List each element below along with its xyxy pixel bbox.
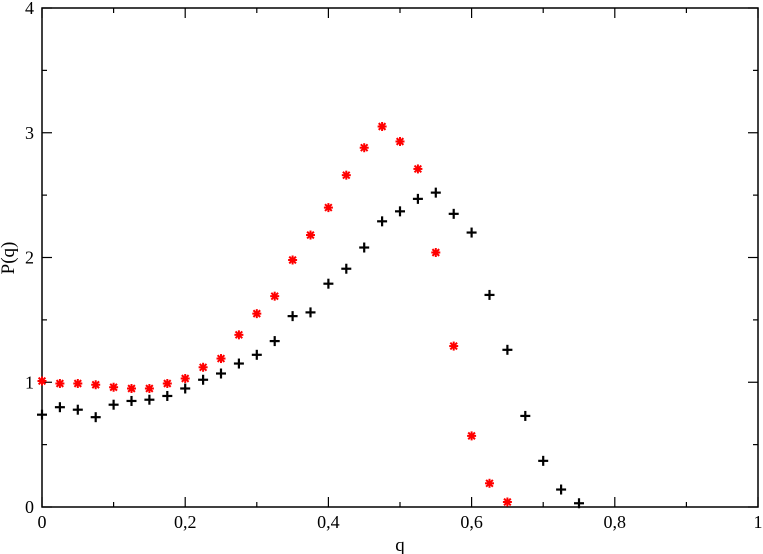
x-tick-label: 0,6 [460,512,483,532]
asterisk-point [252,309,262,319]
points-layer [37,122,584,509]
asterisk-point [55,378,65,388]
asterisk-point [37,376,47,386]
x-tick-label: 0,2 [174,512,197,532]
plus-point [37,409,47,420]
plus-point [180,383,191,394]
plus-point [395,206,405,217]
plus-point [502,344,513,355]
plus-point [556,484,567,495]
plus-point [198,374,209,385]
y-tick-label: 3 [25,123,34,143]
asterisk-point [341,170,351,180]
asterisk-point [270,291,280,301]
asterisk-point [467,431,477,441]
asterisk-point [198,362,208,372]
ticks-layer: 0 0,2 0,4 0,6 0,8 1 0 1 2 3 4 [25,0,763,532]
asterisk-point [288,255,298,265]
asterisk-point [413,164,423,174]
x-tick-label: 1 [754,512,763,532]
y-tick-label: 0 [25,497,34,517]
plus-point [54,402,65,413]
x-tick-label: 0 [38,512,47,532]
plus-point [484,289,495,300]
plus-point [412,193,423,204]
asterisk-point [91,380,101,390]
plus-point [341,263,352,274]
plus-point [216,368,226,379]
asterisk-point [395,136,405,146]
y-tick-label: 2 [25,248,34,268]
plus-point [323,278,334,289]
plus-point [574,498,584,509]
plus-point [108,399,119,410]
plus-point [269,336,280,347]
asterisk-point [180,374,190,384]
plus-point [126,395,137,406]
plus-point [520,410,531,421]
asterisk-point [144,383,154,393]
asterisk-point [73,378,83,388]
y-tick-label: 4 [25,0,34,18]
plus-point [144,394,155,405]
asterisk-point [485,478,494,488]
plus-point [233,358,244,369]
plus-point [162,390,173,401]
plus-point [359,242,370,253]
plot-frame [41,7,759,508]
asterisk-point [234,330,244,340]
plus-point [305,307,316,318]
plus-point [90,412,101,423]
asterisk-point [359,143,369,153]
plus-point [466,227,477,238]
plus-point [377,216,388,227]
y-axis-title: P(q) [0,242,19,275]
asterisk-point [127,383,136,393]
plus-point [430,187,441,198]
plus-point [538,455,549,466]
plus-point [448,208,459,219]
asterisk-point [109,382,119,392]
asterisk-point [431,248,441,258]
asterisk-point [377,122,387,132]
x-tick-label: 0,8 [604,512,627,532]
asterisk-point [162,378,172,388]
plus-point [251,349,262,360]
x-tick-label: 0,4 [317,512,340,532]
asterisk-point [323,203,333,213]
asterisk-point [306,230,315,240]
x-axis-title: q [395,535,405,554]
asterisk-point [502,497,512,507]
y-tick-label: 1 [25,372,34,392]
plus-point [287,311,298,322]
asterisk-point [449,341,459,351]
plus-point [72,404,83,415]
asterisk-point [216,354,226,364]
